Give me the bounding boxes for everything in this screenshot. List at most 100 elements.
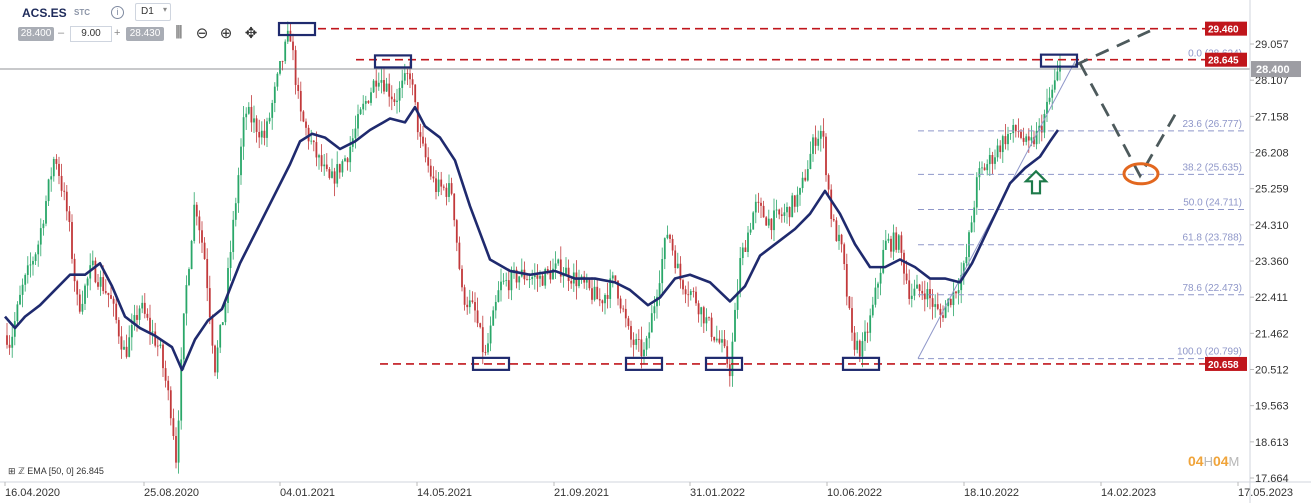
candle-body [411,79,414,85]
fib-level-label: 61.8 (23.788) [1183,233,1243,244]
y-tick-label: 27.158 [1255,111,1289,123]
candle-body [721,339,723,343]
candle-body [372,80,375,93]
candle-body [406,73,409,74]
candle-body [123,346,125,350]
candle-body [133,315,136,325]
candle-body [565,267,567,274]
candle-body [778,209,781,215]
candle-body [476,310,479,324]
candle-body [570,281,573,284]
x-tick-label: 18.10.2022 [964,487,1019,499]
candle-body [328,169,331,178]
candle-body [866,331,869,333]
candle-body [591,288,593,300]
candle-body [630,326,632,340]
candle-body [923,293,926,300]
x-tick-label: 10.06.2022 [827,487,882,499]
candle-body [104,291,107,293]
candle-body [1056,71,1059,81]
candle-body [988,155,991,165]
timeframe-value: D1 [141,6,154,17]
candle-body [611,275,614,279]
candle-body [978,168,981,178]
candle-body [695,291,697,304]
candle-body [489,325,492,344]
candle-body [130,324,133,338]
candle-body [929,289,931,299]
candle-body [765,217,768,226]
candle-body [533,275,536,277]
candle-body [718,338,721,343]
candle-body [385,83,388,92]
candle-body [931,298,934,307]
increase-quantity-button[interactable]: + [114,27,121,39]
candle-body [455,220,458,243]
candle-body [877,283,879,288]
candle-body [437,179,440,193]
candle-body [390,96,393,100]
candle-body [479,323,482,328]
candle-body [614,275,617,281]
candle-body [86,278,89,286]
visibility-icon[interactable]: ⊞ [8,466,16,476]
candle-body [913,288,916,296]
crosshair-icon[interactable]: ✥ [244,25,258,42]
candle-body [658,283,661,297]
candle-body [78,294,81,312]
candle-body [359,109,362,115]
candle-body [598,299,601,301]
candle-body [143,302,146,314]
candle-body [302,111,305,122]
label-icon[interactable]: ℤ [18,466,25,476]
candle-body [297,84,300,91]
candle-body [1007,134,1009,145]
candle-body [700,307,703,315]
candle-body [91,260,94,266]
candle-body [21,284,24,295]
candle-body [164,368,167,381]
candle-body [435,178,437,193]
candle-body [799,188,801,195]
candle-body [921,290,924,294]
timeframe-select[interactable]: D1 ▾ [135,3,171,21]
candle-body [65,191,68,212]
candle-body [541,275,544,286]
candle-body [229,252,232,268]
buy-price-button[interactable]: 28.430 [126,27,164,41]
candle-body [110,295,112,299]
target-ellipse [1122,162,1160,186]
candle-body [383,80,385,92]
candle-body [1025,136,1028,142]
candle-body [653,306,656,314]
sell-price-button[interactable]: 28.400 [18,27,54,41]
candle-body [955,291,957,294]
candle-body [224,302,227,323]
candle-body [237,175,240,204]
candle-body [193,204,196,241]
candle-body [734,309,736,342]
candle-body [8,344,11,348]
candle-body [981,167,983,169]
candle-body [588,279,591,289]
projection-path [1078,62,1177,179]
quantity-input[interactable]: 9.00 [70,26,112,42]
candle-body [983,167,986,171]
zoom-out-icon[interactable]: ⊖ [195,25,209,42]
candle-body [786,206,788,213]
candles-icon[interactable]: ⫼ [175,24,183,41]
candle-body [689,291,692,295]
candle-body [453,193,456,221]
support-price-tag: 20.658 [1208,360,1239,371]
zoom-in-icon[interactable]: ⊕ [219,25,233,42]
decrease-quantity-button[interactable]: – [58,27,65,39]
info-icon[interactable]: i [111,6,124,19]
candle-body [848,296,851,309]
candle-body [266,121,268,138]
candle-body [869,315,872,333]
candle-body [63,190,66,192]
candle-body [713,336,716,341]
symbol-label[interactable]: ACS.ES [22,6,67,20]
candle-body [380,80,383,83]
